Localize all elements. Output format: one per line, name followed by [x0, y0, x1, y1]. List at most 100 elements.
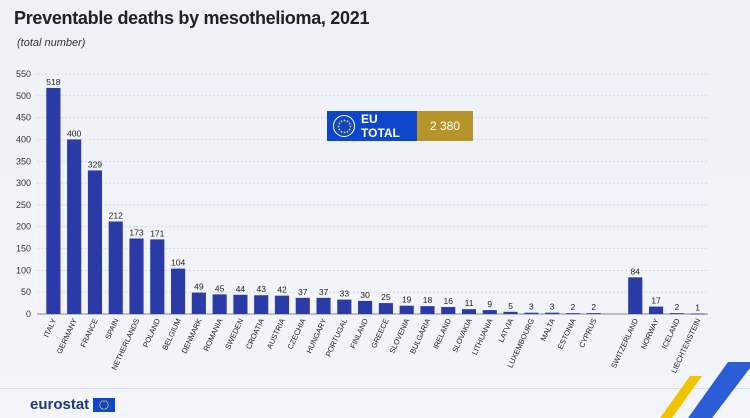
y-tick-label: 500 — [16, 91, 31, 101]
bar — [399, 305, 414, 314]
x-tick-label: PORTUGAL — [324, 317, 350, 358]
y-tick-label: 200 — [16, 222, 31, 232]
y-tick-label: 450 — [16, 113, 31, 123]
y-tick-label: 150 — [16, 244, 31, 254]
bar-value-label: 212 — [109, 210, 123, 220]
bar — [524, 312, 539, 314]
bar-value-label: 45 — [215, 283, 225, 293]
bar-value-label: 9 — [487, 299, 492, 309]
eu-total-label-box: EU TOTAL — [327, 111, 417, 141]
eu-star — [346, 130, 348, 133]
x-tick-label: IRELAND — [431, 317, 453, 351]
bar-value-label: 2 — [591, 302, 596, 312]
x-tick-label: BULGARIA — [408, 317, 432, 355]
bar-value-label: 37 — [298, 287, 308, 297]
eu-star — [348, 128, 351, 130]
eu-star — [101, 407, 103, 409]
x-tick-label: ESTONIA — [556, 317, 578, 351]
x-tick-label: SLOVAKIA — [450, 317, 474, 354]
eu-flag-icon — [333, 115, 355, 137]
eu-star — [107, 403, 110, 406]
eu-star — [340, 119, 342, 122]
y-tick-label: 400 — [16, 134, 31, 144]
y-tick-label: 550 — [16, 69, 31, 79]
bar-value-label: 11 — [465, 298, 474, 308]
bar-value-label: 84 — [631, 266, 641, 276]
eu-star — [105, 407, 107, 409]
bar — [233, 294, 248, 314]
bar — [648, 306, 664, 314]
bar-value-label: 2 — [571, 302, 576, 312]
bar — [337, 299, 352, 314]
bar-value-label: 33 — [340, 289, 350, 299]
eu-star — [348, 122, 351, 124]
bar-value-label: 173 — [129, 228, 143, 238]
y-tick-label: 250 — [16, 200, 31, 210]
eu-star — [337, 125, 339, 127]
eu-star — [99, 403, 101, 406]
y-tick-label: 100 — [16, 265, 31, 275]
bar — [316, 297, 331, 314]
eu-star — [101, 400, 103, 402]
bar-value-label: 3 — [529, 302, 534, 312]
bar-value-label: 44 — [236, 284, 246, 294]
bar — [586, 313, 601, 314]
bar — [482, 310, 497, 314]
bar-value-label: 3 — [550, 302, 555, 312]
x-tick-label: ICELAND — [660, 317, 682, 351]
eu-star — [337, 128, 340, 130]
eurostat-logo-text: eurostat — [30, 396, 90, 413]
bar — [212, 294, 227, 314]
x-tick-label: CROATIA — [244, 317, 266, 351]
eu-star — [340, 130, 342, 133]
bar — [274, 295, 290, 314]
eu-star — [349, 125, 351, 127]
x-tick-label: HUNGARY — [304, 317, 328, 355]
bar-value-label: 49 — [194, 282, 204, 292]
bar — [171, 268, 186, 314]
eu-star — [99, 405, 102, 408]
corner-yellow-stripe — [660, 376, 702, 418]
bar-value-label: 1 — [695, 303, 700, 313]
bar — [129, 238, 144, 314]
y-tick-label: 300 — [16, 178, 31, 188]
x-tick-label: SPAIN — [103, 317, 120, 341]
bar-value-label: 329 — [88, 159, 102, 169]
x-tick-label: MALTA — [539, 317, 557, 342]
bar — [545, 312, 560, 314]
y-tick-label: 50 — [21, 287, 31, 297]
bar-value-label: 5 — [508, 301, 513, 311]
bar — [420, 306, 435, 314]
x-tick-label: SWITZERLAND — [609, 317, 640, 370]
bar — [378, 303, 393, 314]
bar-value-label: 43 — [256, 284, 266, 294]
bar — [295, 297, 310, 314]
bar — [150, 239, 165, 314]
bar-value-label: 25 — [381, 292, 391, 302]
eu-total-label: EU TOTAL — [361, 112, 400, 140]
bar-value-label: 17 — [651, 296, 661, 306]
eu-star — [103, 399, 105, 401]
eu-star — [105, 400, 107, 402]
eu-star — [343, 119, 345, 121]
x-tick-label: LATVIA — [497, 317, 516, 344]
y-tick-label: 0 — [26, 309, 31, 319]
x-tick-label: LITHUANIA — [470, 317, 495, 356]
eu-total-value: 2 380 — [417, 111, 473, 141]
bar-value-label: 16 — [444, 296, 454, 306]
x-tick-label: AUSTRIA — [265, 317, 287, 350]
bar-value-label: 2 — [674, 302, 679, 312]
bar — [87, 170, 103, 314]
x-tick-label: SLOVENIA — [387, 317, 411, 355]
bar-value-label: 37 — [319, 287, 329, 297]
bar-value-label: 30 — [360, 290, 370, 300]
x-tick-label: GREECE — [369, 317, 391, 350]
x-tick-label: ITALY — [42, 317, 58, 339]
bar — [565, 313, 580, 314]
x-tick-label: NORWAY — [639, 317, 661, 351]
bar-value-label: 42 — [277, 285, 287, 295]
x-tick-label: FRANCE — [79, 317, 100, 349]
eu-flag-logo-icon — [93, 397, 116, 412]
chart-title: Preventable deaths by mesothelioma, 2021 — [14, 8, 370, 28]
